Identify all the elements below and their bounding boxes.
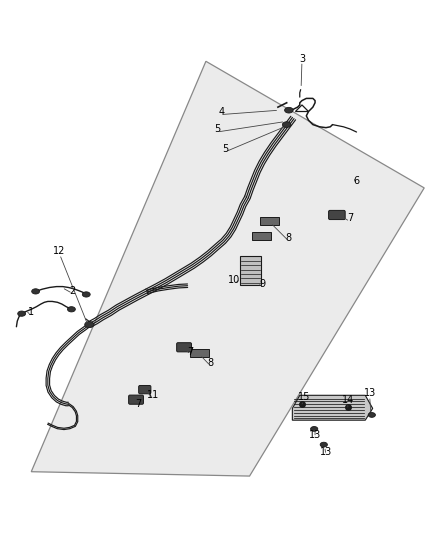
Text: 12: 12: [53, 246, 66, 256]
FancyBboxPatch shape: [260, 217, 279, 224]
Text: 14: 14: [342, 394, 354, 405]
Text: 8: 8: [207, 358, 213, 368]
Ellipse shape: [85, 321, 94, 328]
Text: 4: 4: [218, 107, 224, 117]
FancyBboxPatch shape: [139, 385, 151, 394]
Ellipse shape: [285, 107, 293, 113]
Text: 8: 8: [286, 233, 292, 243]
FancyBboxPatch shape: [240, 256, 261, 285]
Text: 13: 13: [320, 447, 332, 457]
Text: 6: 6: [353, 176, 360, 187]
Ellipse shape: [18, 311, 25, 316]
Text: 2: 2: [70, 286, 76, 295]
Ellipse shape: [311, 426, 318, 431]
Ellipse shape: [320, 442, 327, 447]
Text: 13: 13: [309, 430, 321, 440]
Ellipse shape: [82, 292, 90, 297]
Text: 7: 7: [135, 399, 141, 409]
Ellipse shape: [32, 289, 39, 294]
FancyBboxPatch shape: [252, 232, 271, 240]
Text: 1: 1: [28, 308, 34, 317]
Polygon shape: [292, 395, 373, 420]
Text: 9: 9: [260, 279, 266, 289]
Ellipse shape: [368, 413, 375, 417]
Text: 5: 5: [214, 124, 220, 134]
Text: 10: 10: [228, 274, 240, 285]
Polygon shape: [31, 61, 424, 476]
Ellipse shape: [283, 122, 291, 127]
Text: 13: 13: [364, 388, 376, 398]
Text: 3: 3: [299, 54, 305, 64]
Text: 7: 7: [347, 214, 353, 223]
FancyBboxPatch shape: [190, 349, 209, 357]
Text: 11: 11: [147, 390, 159, 400]
Text: 5: 5: [223, 143, 229, 154]
FancyBboxPatch shape: [129, 395, 144, 404]
Text: 7: 7: [187, 346, 194, 357]
FancyBboxPatch shape: [328, 211, 345, 220]
Ellipse shape: [67, 306, 75, 312]
FancyBboxPatch shape: [177, 343, 191, 352]
Text: 15: 15: [298, 392, 311, 402]
